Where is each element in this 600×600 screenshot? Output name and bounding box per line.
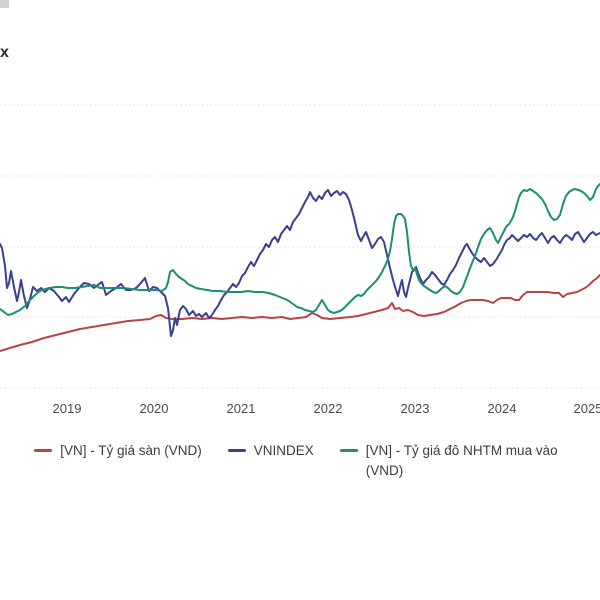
series-line-2	[0, 183, 600, 316]
legend-item-2[interactable]: [VN] - Tỷ giá đô NHTM mua vào (VND)	[339, 441, 566, 480]
x-tick-label: 2025	[573, 401, 600, 416]
cropped-ui-fragment	[0, 0, 9, 8]
x-tick-label: 2019	[52, 401, 82, 416]
series-group	[0, 183, 600, 352]
x-tick-label: 2020	[139, 401, 169, 416]
legend: [VN] - Tỷ giá sàn (VND) VNINDEX [VN] - Tỷ …	[0, 441, 600, 480]
chart-plot-area	[0, 104, 600, 389]
series-line-1	[0, 189, 600, 337]
chart-svg	[0, 104, 600, 389]
legend-item-label: [VN] - Tỷ giá sàn (VND)	[60, 443, 202, 458]
x-tick-label: 2024	[487, 401, 517, 416]
gridlines-group	[0, 104, 600, 389]
series-line-0	[0, 274, 600, 352]
legend-swatch-icon	[339, 449, 358, 452]
x-tick-label: 2023	[400, 401, 430, 416]
legend-swatch-icon	[34, 449, 53, 452]
legend-item-0[interactable]: [VN] - Tỷ giá sàn (VND)	[34, 441, 202, 461]
legend-item-label: VNINDEX	[253, 443, 314, 458]
legend-item-label: [VN] - Tỷ giá đô NHTM mua vào (VND)	[365, 443, 558, 478]
page-title: x	[0, 44, 10, 61]
x-axis: 2019 2020 2021 2022 2023 2024 2025	[0, 401, 600, 421]
legend-swatch-icon	[227, 449, 246, 452]
x-tick-label: 2022	[313, 401, 343, 416]
legend-item-1[interactable]: VNINDEX	[227, 441, 314, 461]
x-tick-label: 2021	[226, 401, 256, 416]
